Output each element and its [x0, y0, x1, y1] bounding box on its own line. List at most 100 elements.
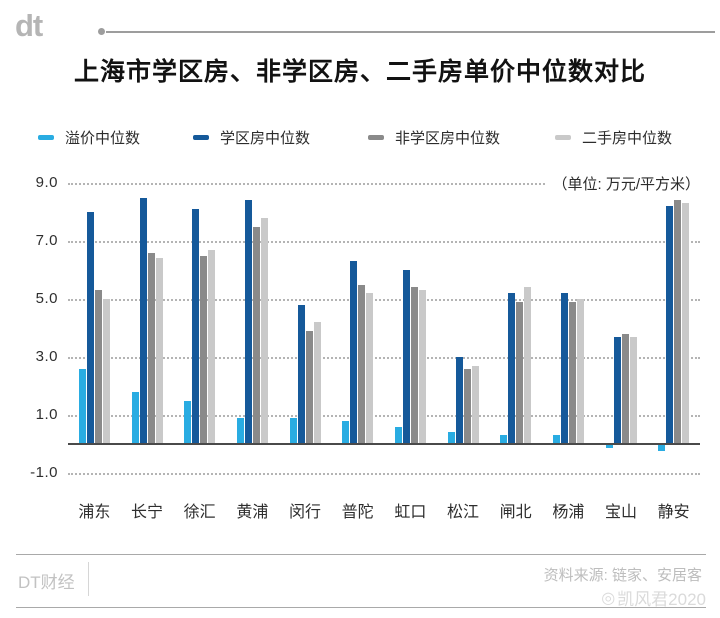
header-rule-dot-icon: [98, 28, 105, 35]
bar-chart: 9.0 7.0 5.0 3.0 1.0 -1.0 浦东 长宁 徐汇 黄浦 闵行 普陀 虹口 松江 闸北 杨浦 宝…: [0, 165, 720, 521]
x-axis-category-label: 黄浦: [236, 504, 269, 521]
x-axis-category-label: 闵行: [288, 504, 321, 521]
x-axis-category-label: 闸北: [499, 504, 532, 521]
bar: [508, 293, 516, 444]
legend-item: 溢价中位数: [38, 127, 140, 147]
bar: [184, 400, 192, 444]
bar: [658, 445, 666, 451]
x-axis-category-label: 虹口: [394, 504, 427, 521]
gridline: [68, 357, 700, 359]
unit-label: （单位: 万元/平方米）: [546, 172, 700, 195]
bar: [674, 200, 682, 444]
dt-logo: dt: [15, 8, 43, 43]
footer-top-rule: [16, 554, 706, 555]
bar: [192, 209, 200, 444]
bar: [244, 200, 252, 444]
legend-item: 非学区房中位数: [368, 127, 500, 147]
footer-source: 资料来源: 链家、安居客: [543, 567, 702, 584]
y-axis-tick-label: -1.0: [30, 464, 58, 481]
bar: [629, 336, 637, 444]
bar: [131, 391, 139, 444]
y-axis-tick-label: 9.0: [35, 174, 58, 191]
bar: [86, 212, 94, 444]
footer-divider: [88, 562, 89, 596]
bar: [613, 336, 621, 444]
bar: [682, 203, 690, 444]
legend-marker-icon: [555, 134, 571, 140]
bar: [621, 333, 629, 444]
x-axis-category-label: 杨浦: [552, 504, 585, 521]
bar: [236, 417, 244, 444]
y-axis-tick-label: 7.0: [35, 232, 58, 249]
legend-item: 学区房中位数: [193, 127, 310, 147]
y-axis-tick-label: 1.0: [35, 406, 58, 423]
bar: [297, 304, 305, 444]
bar: [402, 270, 410, 444]
bar: [666, 206, 674, 444]
bar: [313, 322, 321, 444]
bar: [447, 432, 455, 444]
watermark-camera-icon: ◎: [601, 589, 616, 607]
gridline: [68, 241, 700, 243]
bar: [410, 287, 418, 444]
footer-brand: DT财经: [18, 573, 75, 592]
bar: [605, 445, 613, 448]
bar: [155, 258, 163, 444]
bar: [516, 301, 524, 444]
bar: [500, 435, 508, 444]
legend-marker-icon: [38, 134, 54, 140]
header-rule: [106, 31, 715, 33]
legend-label: 二手房中位数: [582, 129, 673, 147]
bar: [200, 255, 208, 444]
bar: [102, 299, 110, 444]
bar: [289, 417, 297, 444]
gridline: [68, 183, 700, 185]
gridline: [68, 415, 700, 417]
watermark-text: 凯风君2020: [617, 590, 706, 609]
bar: [252, 226, 260, 444]
bar: [463, 368, 471, 444]
x-axis-category-label: 浦东: [78, 504, 111, 521]
bar: [552, 435, 560, 444]
x-axis-category-label: 宝山: [604, 504, 637, 521]
bar: [394, 426, 402, 444]
bar: [208, 249, 216, 444]
bar: [350, 261, 358, 444]
x-axis-category-label: 长宁: [130, 504, 163, 521]
x-axis-line: [68, 443, 700, 445]
bar: [471, 365, 479, 444]
bar: [418, 290, 426, 444]
bar: [366, 293, 374, 444]
y-axis-tick-label: 3.0: [35, 348, 58, 365]
bar: [342, 420, 350, 444]
chart-title: 上海市学区房、非学区房、二手房单价中位数对比: [73, 58, 646, 86]
legend-label: 学区房中位数: [220, 129, 311, 147]
watermark: ◎ 凯风君2020: [601, 585, 706, 610]
bar: [305, 330, 313, 444]
gridline: [68, 473, 700, 475]
y-axis-tick-label: 5.0: [35, 290, 58, 307]
legend-label: 非学区房中位数: [395, 129, 501, 147]
bar: [94, 290, 102, 444]
legend-marker-icon: [193, 134, 209, 140]
bar: [455, 357, 463, 444]
bar: [576, 299, 584, 444]
bar: [560, 293, 568, 444]
bar: [147, 252, 155, 444]
bar: [358, 284, 366, 444]
footer-bottom-rule: [16, 607, 706, 608]
x-axis-category-label: 松江: [446, 504, 479, 521]
bar: [260, 217, 268, 444]
legend-item: 二手房中位数: [555, 127, 672, 147]
gridline: [68, 299, 700, 301]
x-axis-category-label: 静安: [657, 504, 690, 521]
bar: [139, 197, 147, 444]
bar: [78, 368, 86, 444]
legend-marker-icon: [368, 134, 384, 140]
legend-label: 溢价中位数: [65, 129, 141, 147]
bar: [524, 287, 532, 444]
x-axis-category-label: 普陀: [341, 504, 374, 521]
x-axis-category-label: 徐汇: [183, 504, 216, 521]
bar: [568, 301, 576, 444]
